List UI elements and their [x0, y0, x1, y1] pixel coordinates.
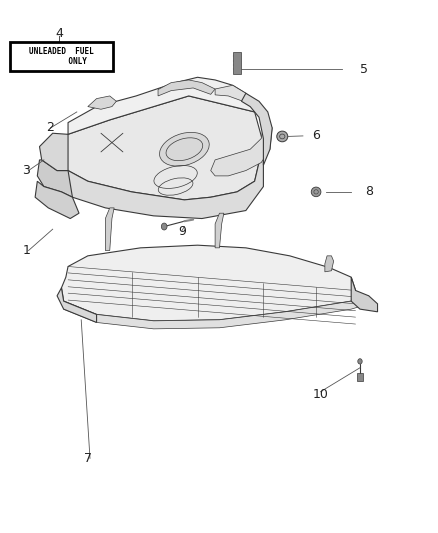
Polygon shape — [68, 77, 258, 134]
Ellipse shape — [276, 131, 287, 142]
Polygon shape — [324, 256, 333, 272]
Polygon shape — [61, 144, 263, 219]
Ellipse shape — [161, 223, 166, 230]
Ellipse shape — [357, 359, 361, 364]
Text: 8: 8 — [364, 185, 372, 198]
Text: 5: 5 — [360, 63, 367, 76]
Polygon shape — [64, 296, 368, 329]
Text: 7: 7 — [84, 452, 92, 465]
Ellipse shape — [311, 187, 320, 197]
Polygon shape — [105, 208, 114, 251]
Polygon shape — [35, 181, 79, 219]
Polygon shape — [356, 373, 362, 381]
Polygon shape — [158, 80, 215, 96]
Polygon shape — [215, 213, 223, 248]
Text: 4: 4 — [55, 27, 63, 39]
Polygon shape — [88, 96, 116, 109]
Text: 9: 9 — [178, 225, 186, 238]
Text: 1: 1 — [22, 244, 30, 257]
Polygon shape — [57, 288, 96, 322]
Text: 2: 2 — [46, 122, 54, 134]
Text: 3: 3 — [22, 164, 30, 177]
Polygon shape — [241, 93, 272, 165]
Polygon shape — [232, 52, 241, 74]
Polygon shape — [61, 245, 355, 321]
Ellipse shape — [159, 132, 209, 166]
Polygon shape — [350, 277, 377, 312]
Text: 10: 10 — [312, 388, 328, 401]
Text: 6: 6 — [311, 130, 319, 142]
FancyBboxPatch shape — [10, 42, 113, 71]
Text: UNLEADED  FUEL
       ONLY: UNLEADED FUEL ONLY — [29, 47, 94, 66]
Polygon shape — [39, 133, 68, 171]
Polygon shape — [37, 160, 72, 197]
Polygon shape — [57, 96, 263, 200]
Polygon shape — [210, 85, 272, 176]
